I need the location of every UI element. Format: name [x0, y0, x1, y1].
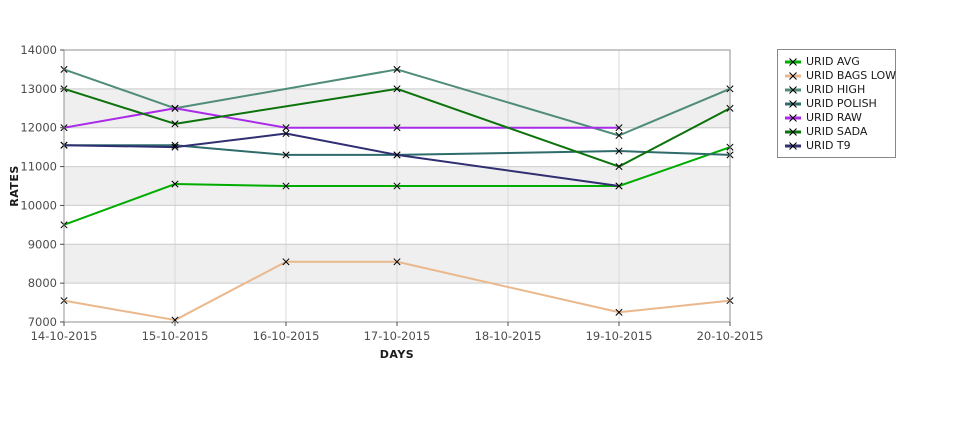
series-markers	[60, 65, 734, 324]
legend-label: URID HIGH	[806, 83, 866, 96]
series-line-urid-bags-low	[63, 260, 731, 322]
series-line-urid-avg	[63, 146, 731, 226]
y-tick-label: 12000	[20, 121, 57, 135]
series-markers-urid-bags-low	[60, 258, 734, 324]
x-marker	[393, 124, 401, 132]
x-marker	[615, 182, 623, 190]
legend-label: URID T9	[806, 139, 851, 152]
x-marker	[615, 124, 623, 132]
x-marker	[615, 163, 623, 171]
legend-line-marker-icon	[785, 72, 801, 80]
legend: URID AVG URID BAGS LOW URID HIGH URID POLIS…	[777, 49, 896, 158]
x-tick-label: 14-10-2015	[31, 329, 98, 343]
legend-line-marker-icon	[785, 58, 801, 66]
x-axis-title: DAYS	[380, 348, 414, 361]
x-marker	[393, 151, 401, 159]
legend-label: URID SADA	[806, 125, 868, 138]
y-tick-label: 8000	[28, 276, 57, 290]
legend-label: URID AVG	[806, 55, 860, 68]
legend-line-marker-icon	[785, 100, 801, 108]
x-marker	[171, 120, 179, 128]
legend-item-urid-bags-low: URID BAGS LOW	[782, 69, 896, 83]
legend-label: URID RAW	[806, 111, 862, 124]
legend-item-urid-raw: URID RAW	[782, 111, 891, 125]
y-tick-label: 11000	[20, 160, 57, 174]
legend-item-urid-t9: URID T9	[782, 139, 891, 153]
y-tick-label: 13000	[20, 82, 57, 96]
legend-label: URID POLISH	[806, 97, 877, 110]
x-marker	[393, 65, 401, 73]
x-marker	[615, 308, 623, 316]
x-marker	[615, 147, 623, 155]
axis-ticks	[60, 49, 731, 326]
legend-line-marker-icon	[785, 114, 801, 122]
x-marker	[393, 182, 401, 190]
x-marker	[171, 141, 179, 149]
legend-line-marker-icon	[785, 128, 801, 136]
x-marker	[282, 151, 290, 159]
x-marker	[282, 182, 290, 190]
legend-item-urid-high: URID HIGH	[782, 83, 891, 97]
x-marker	[282, 129, 290, 138]
x-marker	[282, 258, 290, 266]
x-marker	[282, 124, 290, 132]
series-lines	[63, 68, 731, 322]
x-tick-label: 16-10-2015	[253, 329, 320, 343]
x-marker	[393, 85, 401, 93]
y-tick-label: 14000	[20, 43, 57, 57]
legend-line-marker-icon	[785, 86, 801, 94]
series-markers-urid-raw	[60, 104, 623, 132]
x-marker	[171, 143, 179, 151]
x-marker	[615, 131, 623, 140]
y-tick-label: 9000	[28, 237, 57, 251]
legend-line-marker-icon	[785, 142, 801, 150]
legend-label: URID BAGS LOW	[806, 69, 897, 82]
x-tick-label: 15-10-2015	[142, 329, 209, 343]
legend-item-urid-polish: URID POLISH	[782, 97, 891, 111]
y-tick-label: 10000	[20, 198, 57, 212]
series-line-urid-polish	[64, 144, 731, 156]
y-tick-label: 7000	[28, 315, 57, 329]
x-tick-label: 17-10-2015	[364, 329, 431, 343]
x-marker	[171, 180, 179, 188]
x-marker	[393, 258, 401, 266]
legend-item-urid-sada: URID SADA	[782, 125, 891, 139]
legend-item-urid-avg: URID AVG	[782, 55, 891, 69]
x-tick-label: 19-10-2015	[586, 329, 653, 343]
x-marker	[171, 104, 179, 112]
axis-tick-labels: 7000 8000 9000 10000 11000 12000 13000 14000 14-…	[20, 43, 763, 343]
x-tick-label: 20-10-2015	[697, 329, 764, 343]
x-tick-label: 18-10-2015	[475, 329, 542, 343]
y-axis-title: RATES	[8, 165, 21, 207]
